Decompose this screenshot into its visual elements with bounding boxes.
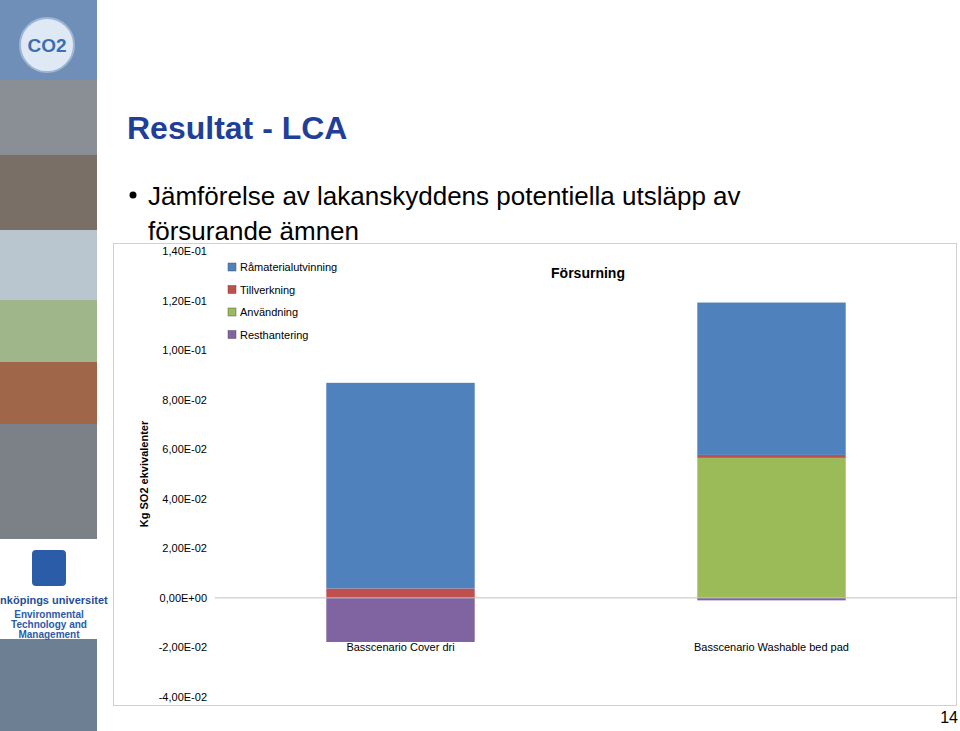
- image-strip: CO2Linköpings universitetEnvironmentalTe…: [0, 0, 108, 731]
- legend-swatch: [228, 286, 236, 294]
- chart-title: Försurning: [551, 265, 625, 281]
- y-tick: [211, 597, 215, 598]
- y-tick: [211, 548, 215, 549]
- y-tick-label: 1,40E-01: [162, 245, 207, 257]
- y-tick-label: 1,00E-01: [162, 344, 207, 356]
- badge-text: CO2: [27, 35, 66, 56]
- y-tick: [211, 647, 215, 648]
- badge-circle: [20, 18, 74, 72]
- image-tile: [0, 230, 97, 300]
- logo-text: Management: [18, 629, 80, 640]
- image-tile: [0, 80, 97, 155]
- legend-swatch: [228, 263, 236, 271]
- image-tile: [0, 155, 97, 230]
- legend-label: Användning: [240, 306, 298, 318]
- bar-segment: [697, 303, 845, 455]
- y-tick-label: -4,00E-02: [159, 691, 207, 703]
- bar-segment: [326, 588, 474, 597]
- legend-label: Råmaterialutvinning: [240, 261, 337, 273]
- x-axis-line: [215, 597, 957, 598]
- legend-label: Tillverkning: [240, 284, 295, 296]
- bar-segment: [326, 383, 474, 589]
- slide-title: Resultat - LCA: [127, 110, 347, 146]
- x-tick-label: Basscenario Washable bed pad: [694, 641, 849, 653]
- y-tick: [211, 300, 215, 301]
- bars: [326, 303, 845, 642]
- y-tick-label: 1,20E-01: [162, 295, 207, 307]
- bullet-dot: [130, 192, 137, 199]
- y-tick-label: 0,00E+00: [160, 592, 207, 604]
- bar-segment: [697, 458, 845, 598]
- bullet-text: försurande ämnen: [148, 216, 359, 246]
- y-tick: [211, 399, 215, 400]
- legend: Råmaterialutvinning Tillverkning Användnin…: [228, 261, 337, 341]
- bar-segment: [326, 598, 474, 642]
- chart: -4,00E-02 -2,00E-02 0,00E+00 2,00E-02 4,00E-…: [114, 244, 958, 706]
- y-tick: [211, 449, 215, 450]
- image-tile: [0, 0, 97, 80]
- y-tick: [211, 350, 215, 351]
- y-tick-label: 4,00E-02: [162, 493, 207, 505]
- y-tick-label: 2,00E-02: [162, 542, 207, 554]
- image-tile: [0, 362, 97, 424]
- image-tile: [0, 639, 97, 731]
- image-tile: [0, 424, 97, 539]
- legend-label: Resthantering: [240, 329, 309, 341]
- y-tick: [211, 498, 215, 499]
- image-tile: [0, 300, 97, 362]
- image-tile: [0, 539, 97, 639]
- slide: CO2Linköpings universitetEnvironmentalTe…: [0, 0, 960, 731]
- bar-segment: [697, 455, 845, 458]
- legend-swatch: [228, 331, 236, 339]
- y-tick-label: 6,00E-02: [162, 443, 207, 455]
- logo-mark: [32, 550, 66, 586]
- legend-swatch: [228, 308, 236, 316]
- page-number: 14: [940, 709, 958, 726]
- y-tick-label: 8,00E-02: [162, 394, 207, 406]
- chart-frame: [114, 244, 957, 706]
- logo-text: Linköpings universitet: [0, 594, 108, 606]
- bullet-text: Jämförelse av lakanskyddens potentiella …: [148, 181, 741, 211]
- y-tick: [211, 251, 215, 252]
- y-tick-label: -2,00E-02: [159, 641, 207, 653]
- y-axis-label: Kg SO2 ekvivalenter: [138, 420, 150, 527]
- y-tick: [211, 697, 215, 698]
- x-tick-label: Basscenario Cover dri: [346, 641, 454, 653]
